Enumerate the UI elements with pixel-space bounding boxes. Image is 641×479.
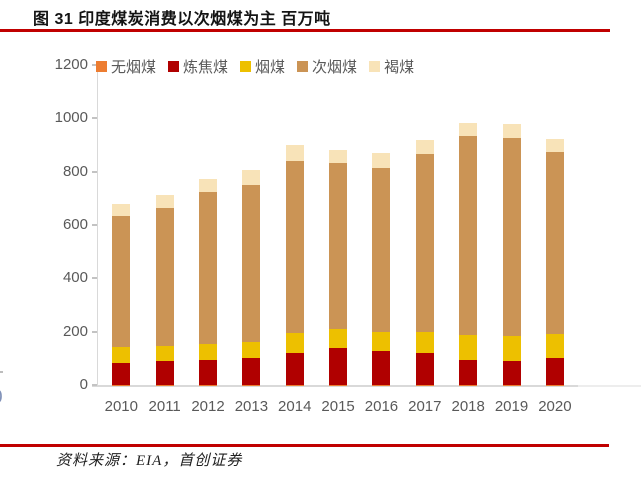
bar-segment-烟煤-2015 (329, 328, 348, 349)
x-tick-label-2013: 2013 (234, 398, 269, 415)
legend-item-次烟煤: 次烟煤 (297, 56, 357, 77)
bar-segment-次烟煤-2020 (545, 151, 564, 335)
bar-segment-褐煤-2015 (329, 150, 348, 164)
figure-title: 图 31 印度煤炭消费以次烟煤为主 百万吨 (33, 11, 331, 28)
bar-segment-烟煤-2014 (285, 333, 304, 354)
y-tick-label: 200 (62, 322, 88, 340)
x-tick-label-2018: 2018 (451, 398, 485, 415)
bar-segment-次烟煤-2010 (112, 215, 131, 348)
bar-segment-炼焦煤-2020 (545, 358, 564, 385)
legend-item-无烟煤: 无烟煤 (96, 56, 156, 77)
source-caption: 资料来源：EIA，首创证券 (56, 453, 243, 469)
x-tick-label-2017: 2017 (408, 398, 442, 415)
bar-segment-褐煤-2016 (372, 152, 391, 168)
bar-segment-烟煤-2017 (415, 332, 434, 353)
bar-segment-炼焦煤-2019 (502, 361, 521, 385)
x-tick-label-2010: 2010 (104, 398, 138, 415)
bar-segment-炼焦煤-2013 (242, 357, 261, 385)
y-tick-mark (92, 64, 97, 66)
bar-segment-次烟煤-2018 (459, 135, 478, 335)
bar-segment-炼焦煤-2016 (372, 350, 391, 385)
legend-label: 次烟煤 (312, 59, 358, 76)
x-tick-label-2019: 2019 (494, 398, 529, 415)
legend-item-烟煤: 烟煤 (240, 56, 285, 77)
y-tick-mark (92, 170, 97, 173)
bar-segment-炼焦煤-2018 (459, 359, 478, 385)
legend-item-炼焦煤: 炼焦煤 (168, 56, 228, 77)
x-tick-label-2014: 2014 (278, 398, 312, 415)
bar-segment-炼焦煤-2017 (415, 352, 434, 385)
bar-segment-次烟煤-2011 (155, 207, 174, 346)
y-tick-label: 400 (62, 269, 88, 287)
y-tick-label: 1200 (54, 56, 88, 73)
bar-segment-炼焦煤-2014 (285, 353, 304, 385)
legend-swatch-icon (369, 61, 381, 72)
bar-segment-炼焦煤-2015 (329, 348, 348, 385)
legend-label: 烟煤 (255, 59, 286, 76)
x-tick-label-2012: 2012 (191, 398, 225, 415)
bar-segment-次烟煤-2012 (199, 192, 218, 345)
x-axis-baseline (92, 385, 578, 387)
chart-legend: 无烟煤 炼焦煤 烟煤 次烟煤 褐煤 (96, 56, 414, 77)
bar-segment-烟煤-2020 (545, 334, 564, 359)
y-tick-label: 600 (62, 216, 88, 233)
x-axis-baseline-extension (578, 385, 641, 387)
bar-segment-次烟煤-2013 (242, 185, 261, 343)
y-tick-mark (92, 330, 97, 333)
bar-segment-褐煤-2020 (545, 138, 564, 152)
legend-swatch-icon (168, 61, 180, 72)
y-tick-mark (92, 384, 97, 386)
bar-segment-褐煤-2018 (459, 122, 478, 136)
bar-segment-烟煤-2011 (155, 345, 174, 361)
bar-segment-烟煤-2012 (199, 344, 218, 360)
y-tick-mark (92, 117, 97, 120)
bar-segment-烟煤-2016 (372, 331, 391, 351)
bottom-rule (0, 444, 609, 447)
bar-segment-褐煤-2011 (155, 195, 174, 208)
bar-segment-烟煤-2018 (459, 334, 478, 360)
bar-segment-次烟煤-2014 (285, 161, 304, 334)
legend-item-褐煤: 褐煤 (369, 56, 414, 77)
edge-artifact-dash (0, 371, 3, 373)
legend-swatch-icon (240, 61, 252, 72)
legend-label: 褐煤 (384, 59, 415, 76)
legend-label: 炼焦煤 (183, 59, 229, 76)
bar-segment-烟煤-2019 (502, 335, 521, 361)
x-tick-label-2011: 2011 (148, 398, 181, 415)
y-tick-mark (92, 224, 97, 226)
edge-artifact-partial-glyph: 0 (0, 388, 5, 408)
bar-segment-褐煤-2010 (112, 203, 131, 216)
bar-segment-褐煤-2014 (285, 145, 304, 161)
y-tick-label: 1000 (54, 109, 88, 127)
x-tick-label-2020: 2020 (538, 398, 572, 415)
y-tick-mark (92, 277, 97, 280)
bar-segment-褐煤-2013 (242, 170, 261, 186)
y-axis-line (97, 64, 98, 386)
bar-segment-烟煤-2010 (112, 347, 131, 363)
bar-segment-次烟煤-2015 (329, 163, 348, 329)
x-tick-label-2016: 2016 (364, 398, 399, 415)
bar-segment-炼焦煤-2010 (112, 362, 131, 385)
bar-segment-褐煤-2017 (415, 139, 434, 154)
bar-segment-炼焦煤-2011 (155, 361, 174, 385)
bar-segment-炼焦煤-2012 (199, 359, 218, 385)
x-tick-label-2015: 2015 (321, 398, 355, 415)
edge-artifact-glyph-text: 0 (0, 388, 3, 408)
bar-segment-次烟煤-2017 (415, 153, 434, 333)
bar-segment-次烟煤-2019 (502, 138, 521, 336)
legend-label: 无烟煤 (111, 59, 157, 76)
title-underline-rule (0, 29, 610, 32)
bar-segment-烟煤-2013 (242, 342, 261, 358)
y-tick-label: 800 (62, 162, 88, 180)
legend-swatch-icon (96, 61, 107, 72)
bar-segment-褐煤-2019 (502, 124, 521, 139)
bar-segment-褐煤-2012 (199, 179, 218, 193)
bar-segment-次烟煤-2016 (372, 167, 391, 332)
y-tick-label: 0 (79, 376, 88, 393)
legend-swatch-icon (297, 61, 309, 72)
